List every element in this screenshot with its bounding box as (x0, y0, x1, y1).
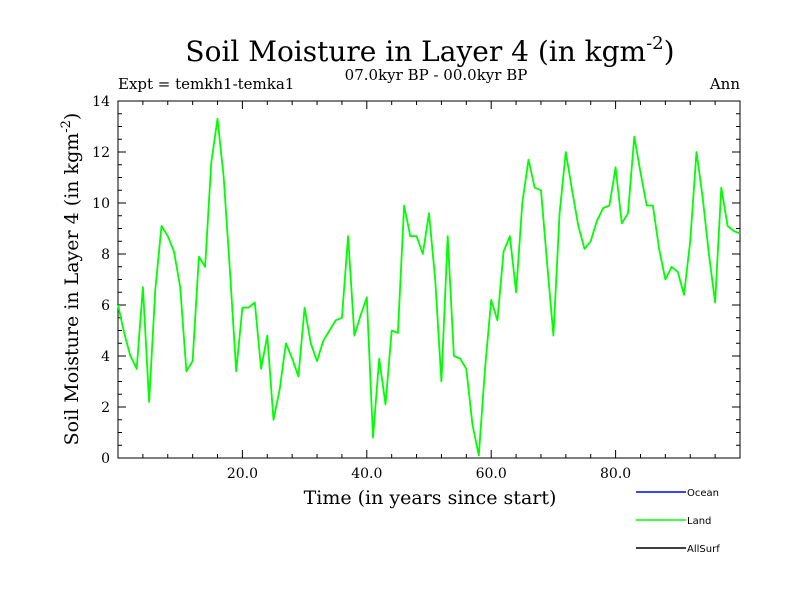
subtitle-left: Expt = temkh1-temka1 (118, 75, 294, 93)
y-axis-label: Soil Moisture in Layer 4 (in kgm-2) (59, 113, 83, 446)
y-tick-label: 8 (101, 247, 110, 263)
x-tick-label: 40.0 (351, 466, 382, 482)
legend-label-land: Land (687, 516, 711, 527)
subtitle-right: Ann (709, 75, 740, 93)
chart-title-main: Soil Moisture in Layer 4 (in kgm (185, 35, 646, 68)
y-tick-label: 10 (92, 196, 110, 212)
legend: Ocean Land AllSurf (636, 488, 720, 555)
y-tick-label: 12 (92, 145, 110, 161)
chart-title-sup: -2 (646, 33, 664, 54)
y-axis: 0 2 4 6 8 10 12 14 (92, 94, 740, 467)
y-axis-label-end: ) (61, 113, 83, 120)
y-tick-label: 6 (101, 298, 110, 314)
x-tick-label: 80.0 (600, 466, 631, 482)
x-tick-label: 20.0 (227, 466, 258, 482)
plot-area (117, 100, 741, 459)
subtitle-center: 07.0kyr BP - 00.0kyr BP (345, 66, 528, 84)
chart-title: Soil Moisture in Layer 4 (in kgm-2) (185, 33, 674, 68)
legend-label-ocean: Ocean (687, 488, 719, 499)
chart-title-end: ) (664, 35, 675, 68)
y-tick-label: 0 (101, 451, 110, 467)
series-line-land (117, 117, 741, 457)
x-axis-label: Time (in years since start) (304, 487, 557, 509)
legend-label-allsurf: AllSurf (687, 544, 720, 555)
x-axis: 20.0 40.0 60.0 80.0 (142, 101, 716, 482)
y-tick-label: 2 (101, 400, 110, 416)
y-tick-label: 14 (92, 94, 110, 110)
y-axis-label-sup: -2 (59, 120, 74, 133)
y-tick-label: 4 (101, 349, 110, 365)
y-axis-label-main: Soil Moisture in Layer 4 (in kgm (61, 133, 83, 446)
series-layer (117, 117, 741, 457)
x-tick-label: 60.0 (476, 466, 507, 482)
